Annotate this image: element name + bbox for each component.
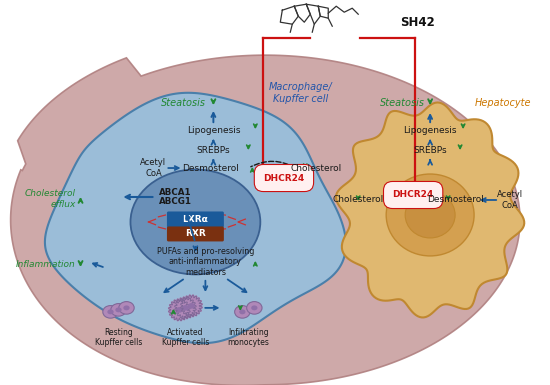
Ellipse shape xyxy=(246,301,262,314)
Polygon shape xyxy=(45,93,346,343)
Text: Cholesterol: Cholesterol xyxy=(333,196,384,204)
Ellipse shape xyxy=(176,307,183,313)
Ellipse shape xyxy=(239,310,245,314)
Text: RXR: RXR xyxy=(185,229,206,238)
FancyBboxPatch shape xyxy=(167,226,224,241)
Ellipse shape xyxy=(188,303,195,309)
Text: DHCR24: DHCR24 xyxy=(393,191,434,199)
Ellipse shape xyxy=(405,192,455,238)
Polygon shape xyxy=(169,299,190,321)
Text: Desmosterol: Desmosterol xyxy=(182,164,239,172)
FancyBboxPatch shape xyxy=(167,211,224,228)
Text: Cholesterol: Cholesterol xyxy=(290,164,342,172)
Text: DHCR24: DHCR24 xyxy=(263,174,305,182)
Polygon shape xyxy=(336,102,524,317)
Ellipse shape xyxy=(119,301,134,314)
Text: Macrophage/
Kupffer cell: Macrophage/ Kupffer cell xyxy=(268,82,332,104)
Ellipse shape xyxy=(111,304,126,316)
Text: Hepatocyte: Hepatocyte xyxy=(475,98,531,108)
Ellipse shape xyxy=(116,307,122,312)
Polygon shape xyxy=(180,295,202,317)
Text: Lipogenesis: Lipogenesis xyxy=(403,126,457,135)
Text: Resting
Kupffer cells: Resting Kupffer cells xyxy=(95,328,142,347)
Text: Infiltrating
monocytes: Infiltrating monocytes xyxy=(227,328,270,347)
Text: Steatosis: Steatosis xyxy=(161,98,206,108)
Text: ABCG1: ABCG1 xyxy=(159,198,192,206)
Text: Cholesterol
efflux: Cholesterol efflux xyxy=(25,189,75,209)
Ellipse shape xyxy=(235,306,250,318)
Text: SH42: SH42 xyxy=(400,16,435,29)
Polygon shape xyxy=(10,55,520,385)
Text: PUFAs and pro-resolving
anti-inflammatory
mediators: PUFAs and pro-resolving anti-inflammator… xyxy=(157,247,254,277)
Text: Inflammation: Inflammation xyxy=(16,260,75,269)
Text: LXRα: LXRα xyxy=(183,215,208,224)
Text: SREBPs: SREBPs xyxy=(413,146,447,154)
Polygon shape xyxy=(174,297,196,319)
Text: Activated
Kupffer cells: Activated Kupffer cells xyxy=(162,328,209,347)
Text: Steatosis: Steatosis xyxy=(380,98,425,108)
Ellipse shape xyxy=(123,305,130,310)
Text: Acetyl
CoA: Acetyl CoA xyxy=(140,158,167,178)
Text: Lipogenesis: Lipogenesis xyxy=(186,126,240,135)
Text: Acetyl
CoA: Acetyl CoA xyxy=(497,190,523,210)
Ellipse shape xyxy=(107,310,114,314)
Ellipse shape xyxy=(386,174,474,256)
Ellipse shape xyxy=(251,305,257,310)
Ellipse shape xyxy=(103,306,118,318)
Ellipse shape xyxy=(130,169,260,275)
Text: Desmosterol: Desmosterol xyxy=(427,196,483,204)
Text: ABCA1: ABCA1 xyxy=(159,189,192,198)
Ellipse shape xyxy=(182,305,189,311)
Text: SREBPs: SREBPs xyxy=(196,146,230,154)
